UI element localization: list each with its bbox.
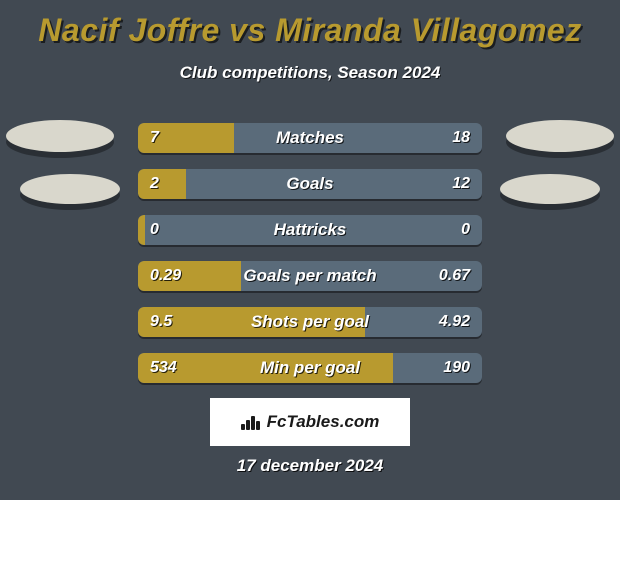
- stat-right-value: 12: [452, 169, 470, 199]
- stats-bars: 7 Matches 18 2 Goals 12 0 Hattricks 0 0.…: [138, 123, 482, 399]
- stat-right-value: 190: [443, 353, 470, 383]
- player-right-avatar-placeholder: [506, 120, 614, 152]
- stat-left-value: 7: [150, 123, 159, 153]
- footer-date: 17 december 2024: [0, 456, 620, 476]
- stat-right-value: 4.92: [439, 307, 470, 337]
- stat-right-value: 0.67: [439, 261, 470, 291]
- player-left-avatar-placeholder: [6, 120, 114, 152]
- stat-left-value: 9.5: [150, 307, 172, 337]
- stat-left-value: 2: [150, 169, 159, 199]
- stat-bar-left-fill: [138, 169, 186, 199]
- stat-row: 0.29 Goals per match 0.67: [138, 261, 482, 291]
- subtitle: Club competitions, Season 2024: [0, 49, 620, 83]
- page-title: Nacif Joffre vs Miranda Villagomez: [0, 0, 620, 49]
- branding-box: FcTables.com: [210, 398, 410, 446]
- stat-left-value: 0: [150, 215, 159, 245]
- stat-left-value: 0.29: [150, 261, 181, 291]
- branding-text: FcTables.com: [267, 412, 380, 432]
- stat-row: 2 Goals 12: [138, 169, 482, 199]
- comparison-panel: Nacif Joffre vs Miranda Villagomez Club …: [0, 0, 620, 500]
- stat-right-value: 0: [461, 215, 470, 245]
- stat-label: Hattricks: [138, 215, 482, 245]
- stat-row: 7 Matches 18: [138, 123, 482, 153]
- stat-right-value: 18: [452, 123, 470, 153]
- stat-bar-left-fill: [138, 215, 145, 245]
- bars-icon: [241, 414, 261, 430]
- player-left-shadow-oval: [20, 174, 120, 204]
- stat-row: 9.5 Shots per goal 4.92: [138, 307, 482, 337]
- stat-row: 534 Min per goal 190: [138, 353, 482, 383]
- stat-label: Goals: [138, 169, 482, 199]
- player-right-shadow-oval: [500, 174, 600, 204]
- stat-row: 0 Hattricks 0: [138, 215, 482, 245]
- stat-left-value: 534: [150, 353, 177, 383]
